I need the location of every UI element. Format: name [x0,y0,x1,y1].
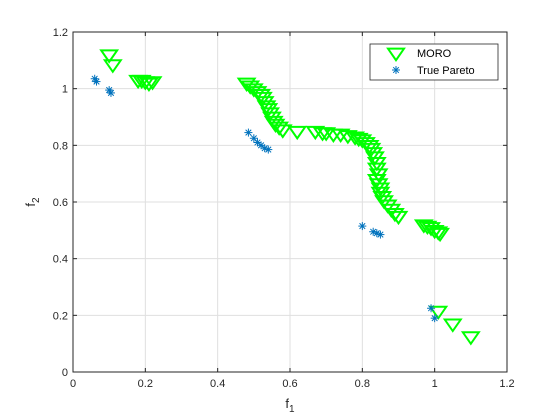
x-axis-label-subscript: 1 [289,404,295,415]
true-pareto-point [427,304,436,313]
x-tick-label: 1.2 [499,378,514,390]
moro-point [388,210,409,226]
legend-marker-moro [386,47,406,62]
y-tick-label: 1 [62,84,68,96]
y-axis-label-main: f [23,203,38,207]
legend-moro-marker [386,47,406,62]
moro-point [442,318,463,333]
moro-point [428,305,449,321]
x-tick-label: 0.6 [282,378,297,390]
y-tick-label: 0.4 [53,254,68,266]
moro-point [287,125,308,141]
y-tick-label: 0.2 [53,310,68,322]
true-pareto-point [430,314,439,323]
y-axis-label-subscript: 2 [31,197,42,203]
moro-point [131,74,152,90]
moro-point [330,128,351,143]
legend: MORO True Pareto [369,43,499,81]
moro-point [102,59,123,74]
true-pareto-point [264,145,273,154]
true-pareto-point [106,88,115,97]
y-axis-label: f2 [23,197,42,207]
x-axis-label: f1 [285,396,295,415]
moro-point [139,77,159,92]
moro-point [430,227,451,243]
moro-point [142,76,163,91]
x-tick-label: 0 [70,378,76,390]
moro-point [460,331,481,346]
true-pareto-point [260,144,269,153]
legend-true-pareto-marker [392,66,400,74]
moro-point [99,49,120,64]
x-axis-label-main: f [285,396,289,411]
true-pareto-point [376,230,385,239]
moro-point [384,208,405,223]
true-pareto-point [253,138,262,147]
x-tick-label: 0.2 [138,378,153,390]
y-tick-label: 1.2 [53,27,68,39]
x-tick-label: 0.4 [210,378,225,390]
legend-marker-true-pareto [392,66,400,74]
true-pareto-point [244,128,253,137]
y-tick-label: 0.8 [53,140,68,152]
moro-point [424,225,445,240]
legend-label-moro: MORO [417,48,452,60]
true-pareto-point [257,141,266,150]
ticks: 0 0.2 0.4 0.6 0.8 1 1.2 0 0.2 0.4 0.6 0.8 1 1.2 [53,27,515,390]
x-tick-label: 1 [432,378,438,390]
moro-point [269,121,290,136]
moro-point [316,127,337,142]
marks [90,49,481,346]
moro-point [305,125,326,141]
y-tick-label: 0 [62,367,68,379]
true-pareto-point [92,77,101,86]
y-tick-label: 0.6 [53,197,68,209]
true-pareto-point [358,222,367,231]
moro-point [348,132,369,148]
moro-point [370,182,391,197]
moro-point [272,124,293,139]
x-tick-label: 0.8 [355,378,370,390]
legend-box [369,43,499,81]
grid [73,32,507,372]
legend-label-true-pareto: True Pareto [417,65,475,77]
